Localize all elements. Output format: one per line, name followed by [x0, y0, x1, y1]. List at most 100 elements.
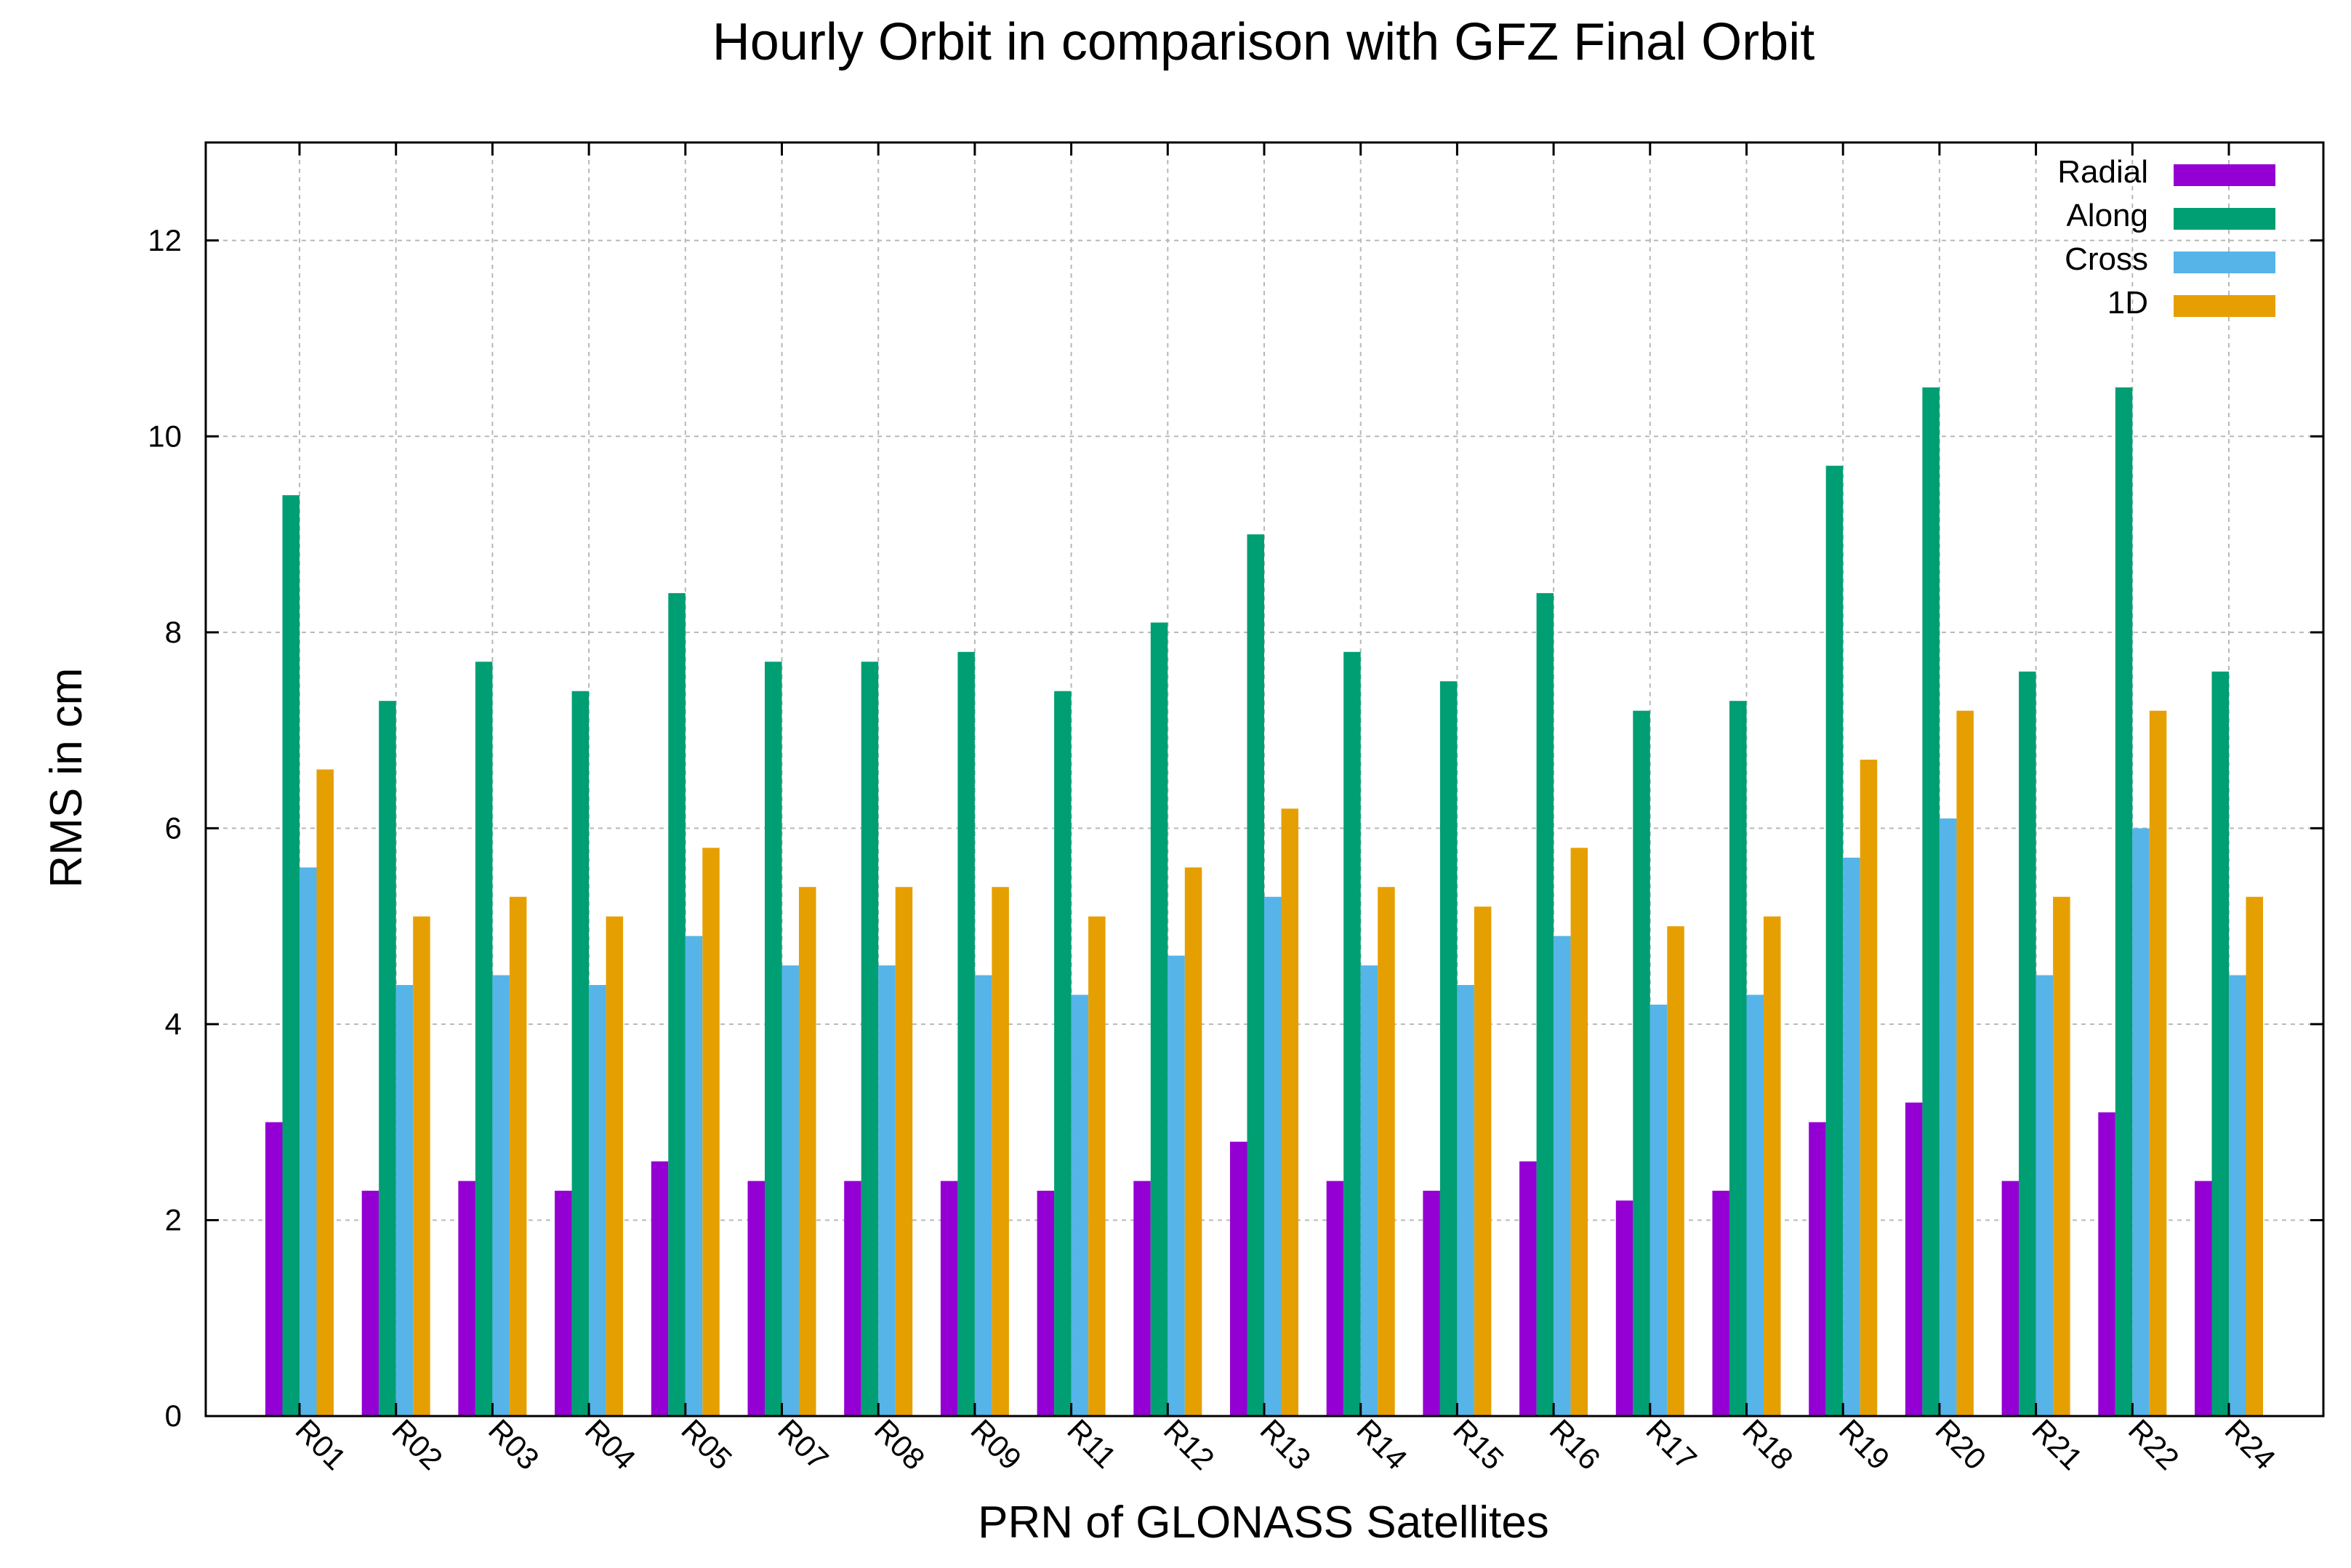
x-tick-label: R15: [1447, 1412, 1511, 1476]
legend-label-cross: Cross: [2065, 241, 2148, 277]
x-tick-label: R22: [2122, 1412, 2186, 1476]
bar-cross-r21: [2035, 975, 2054, 1416]
bar-cross-r19: [1843, 857, 1860, 1416]
x-axis-label: PRN of GLONASS Satellites: [978, 1497, 1549, 1548]
bar-cross-r20: [1939, 818, 1957, 1416]
bar-cross-r22: [2132, 828, 2150, 1416]
bar-1d-r15: [1474, 906, 1492, 1416]
bar-along-r12: [1150, 622, 1168, 1416]
y-tick-label: 12: [148, 223, 182, 257]
x-tick-label: R08: [868, 1412, 932, 1476]
bar-1d-r18: [1764, 916, 1781, 1416]
bar-along-r14: [1343, 651, 1361, 1416]
legend: Radial Along Cross 1D: [2057, 154, 2275, 321]
bar-1d-r19: [1860, 760, 1878, 1416]
bar-1d-r13: [1281, 808, 1298, 1416]
bar-along-r21: [2019, 671, 2036, 1416]
x-tick-label: R12: [1157, 1412, 1221, 1476]
bar-radial-r20: [1905, 1102, 1923, 1416]
bar-along-r13: [1247, 534, 1264, 1416]
bar-along-r11: [1054, 691, 1072, 1416]
legend-swatch-along: [2174, 208, 2275, 230]
x-tick-label: R02: [385, 1412, 449, 1476]
bar-radial-r14: [1326, 1181, 1344, 1416]
legend-label-1d: 1D: [2107, 285, 2148, 321]
y-tick-label: 6: [165, 811, 182, 845]
legend-swatch-1d: [2174, 295, 2275, 317]
bar-along-r02: [379, 701, 396, 1416]
bar-radial-r07: [747, 1181, 765, 1416]
bar-1d-r21: [2053, 896, 2070, 1416]
bar-along-r20: [1922, 387, 1940, 1416]
legend-label-along: Along: [2066, 198, 2148, 233]
bar-radial-r05: [651, 1161, 669, 1416]
bar-radial-r04: [555, 1191, 572, 1416]
bar-along-r07: [765, 662, 782, 1416]
bar-1d-r04: [606, 916, 624, 1416]
bar-radial-r19: [1809, 1122, 1826, 1416]
bar-1d-r16: [1570, 848, 1588, 1416]
bar-along-r17: [1633, 710, 1650, 1416]
y-tick-label: 0: [165, 1399, 182, 1433]
x-tick-label: R03: [482, 1412, 546, 1476]
bar-along-r09: [957, 651, 975, 1416]
bar-radial-r18: [1712, 1191, 1729, 1416]
bar-radial-r24: [2195, 1181, 2212, 1416]
bar-along-r04: [571, 691, 590, 1416]
x-tick-label: R11: [1061, 1412, 1123, 1475]
bar-cross-r18: [1746, 994, 1764, 1416]
bar-along-r19: [1825, 465, 1844, 1417]
x-tick-label: R01: [289, 1412, 353, 1476]
bar-1d-r08: [895, 887, 913, 1416]
x-tick-label: R20: [1929, 1412, 1993, 1476]
bar-1d-r03: [509, 896, 527, 1416]
y-tick-label: 4: [165, 1007, 182, 1041]
y-tick-label: 2: [165, 1202, 182, 1237]
bar-cross-r02: [395, 985, 414, 1416]
y-tick-label: 10: [148, 419, 182, 453]
bar-radial-r11: [1037, 1191, 1055, 1416]
bar-radial-r15: [1423, 1191, 1440, 1416]
bar-cross-r07: [781, 965, 799, 1416]
bar-along-r05: [668, 592, 686, 1416]
bar-cross-r03: [492, 975, 510, 1416]
bar-1d-r14: [1378, 887, 1395, 1416]
x-tick-label: R19: [1833, 1412, 1897, 1476]
bar-radial-r17: [1615, 1200, 1633, 1416]
bar-radial-r21: [2001, 1181, 2020, 1416]
bar-cross-r05: [685, 936, 703, 1416]
bar-1d-r20: [1956, 710, 1974, 1416]
bar-cross-r14: [1360, 965, 1378, 1416]
legend-swatch-cross: [2174, 252, 2275, 273]
bar-1d-r17: [1667, 926, 1684, 1416]
y-tick-label: 8: [165, 615, 182, 649]
bar-cross-r08: [878, 965, 896, 1416]
y-axis-label: RMS in cm: [41, 667, 92, 888]
bar-radial-r22: [2098, 1112, 2115, 1416]
bar-cross-r01: [300, 867, 317, 1416]
bar-cross-r15: [1457, 985, 1474, 1416]
bar-1d-r12: [1184, 867, 1202, 1416]
bar-cross-r24: [2229, 975, 2246, 1416]
bar-1d-r22: [2149, 710, 2167, 1416]
bar-1d-r05: [702, 848, 720, 1416]
bar-1d-r24: [2246, 896, 2263, 1416]
x-tick-label: R17: [1639, 1412, 1703, 1476]
bar-1d-r02: [413, 916, 430, 1416]
x-tick-label: R24: [2219, 1412, 2283, 1476]
bar-radial-r09: [940, 1181, 958, 1416]
bar-1d-r01: [316, 769, 334, 1416]
bar-radial-r12: [1133, 1181, 1151, 1416]
bar-radial-r08: [844, 1181, 861, 1416]
bar-radial-r13: [1230, 1141, 1247, 1416]
bar-cross-r12: [1168, 955, 1185, 1416]
x-tick-label: R14: [1350, 1412, 1414, 1476]
bar-radial-r16: [1519, 1161, 1537, 1416]
bar-cross-r17: [1649, 1005, 1668, 1416]
bar-cross-r04: [589, 985, 606, 1416]
x-tick-label: R05: [675, 1412, 739, 1476]
bar-along-r24: [2211, 671, 2229, 1416]
bar-along-r15: [1439, 681, 1458, 1416]
bar-along-r16: [1536, 592, 1554, 1416]
